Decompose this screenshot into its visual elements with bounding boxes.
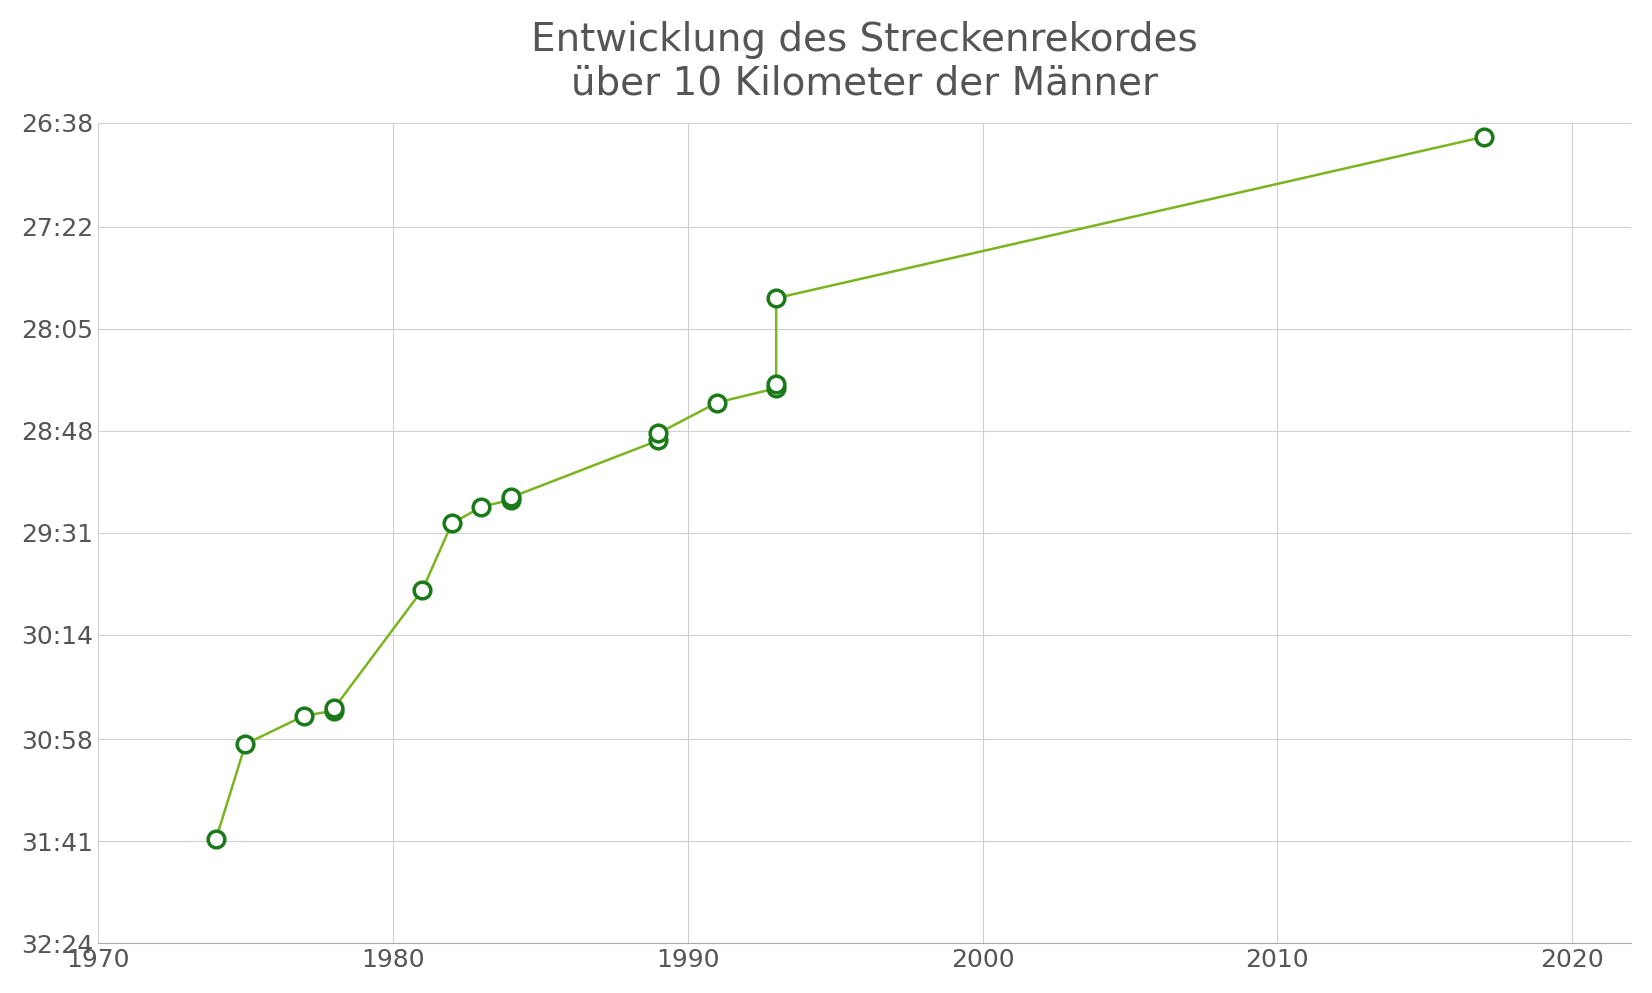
Title: Entwicklung des Streckenrekordes
über 10 Kilometer der Männer: Entwicklung des Streckenrekordes über 10… (532, 21, 1198, 103)
